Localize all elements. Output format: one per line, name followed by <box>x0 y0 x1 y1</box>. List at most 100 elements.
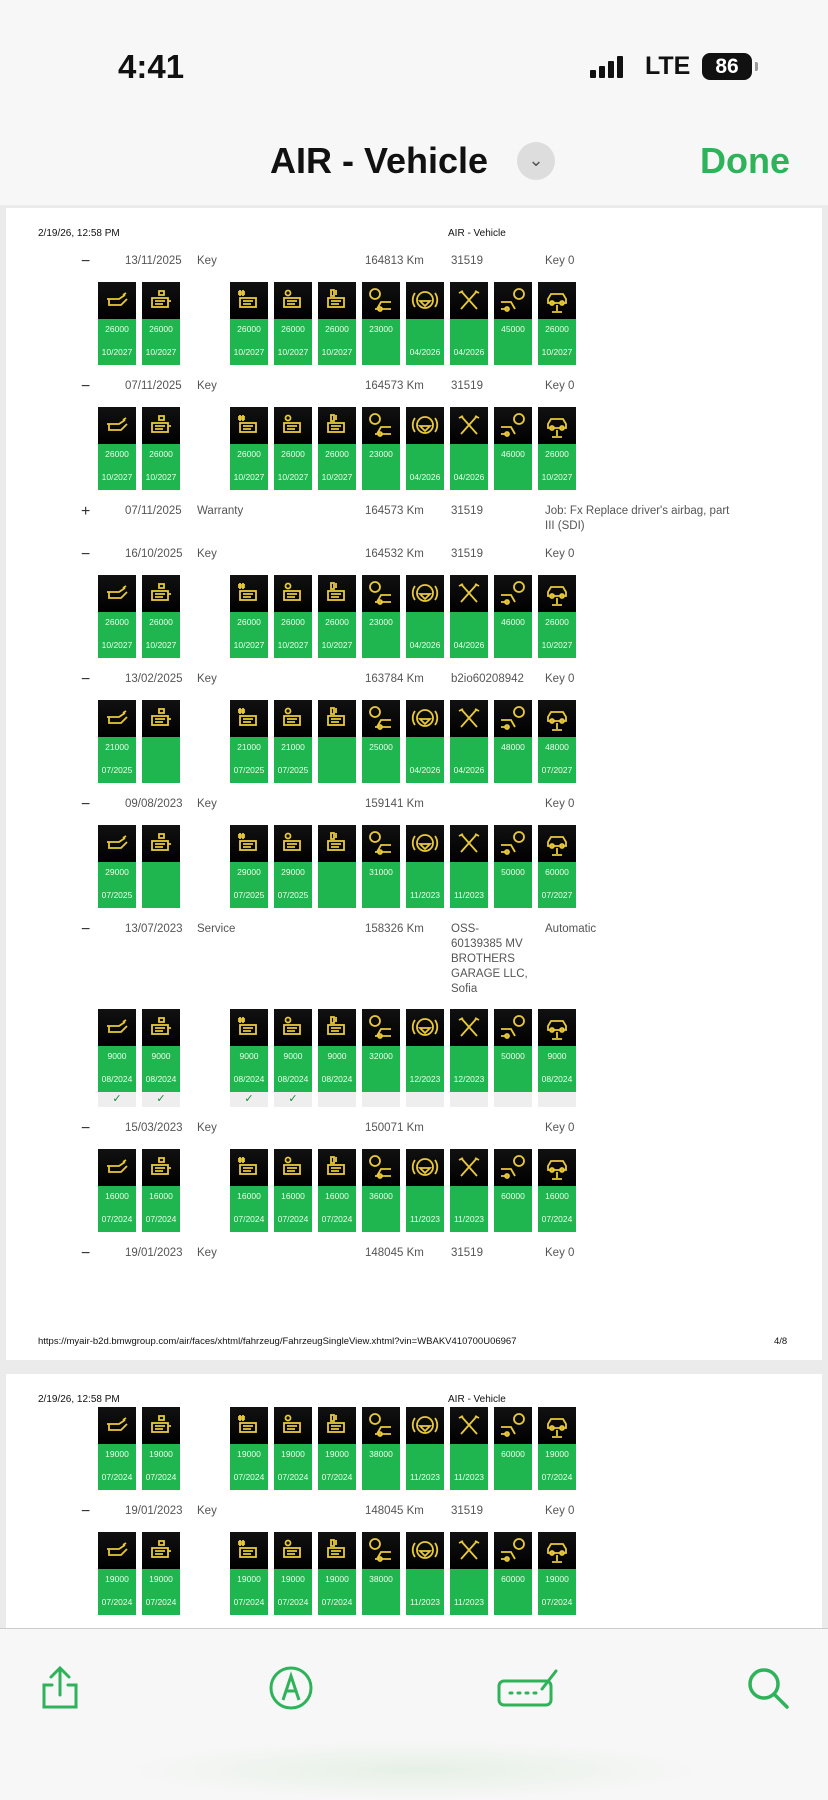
entry-type: Key <box>197 1122 217 1134</box>
tile-date: 10/2027 <box>101 347 133 357</box>
chevron-down-icon[interactable]: ⌄ <box>517 142 555 180</box>
network-type: LTE <box>645 52 691 80</box>
vehicle-lift-icon <box>538 1532 576 1569</box>
tile-km: 29000 <box>237 867 261 877</box>
entry-mileage: 158326 Km <box>365 923 424 935</box>
tile-date: 11/2023 <box>453 1214 485 1224</box>
tile-km: 26000 <box>105 617 129 627</box>
expand-toggle[interactable]: − <box>81 1503 91 1520</box>
service-tile: 04/2026 <box>450 700 488 783</box>
tile-km: 19000 <box>237 1574 261 1584</box>
service-tile: 11/2023 <box>406 1149 444 1232</box>
engine-filter-icon <box>142 1009 180 1046</box>
share-icon[interactable] <box>38 1665 82 1716</box>
tile-date: 07/2025 <box>277 890 309 900</box>
engine-filter-icon <box>142 825 180 862</box>
tile-date: 08/2024 <box>541 1074 573 1084</box>
entry-code: 31519 <box>451 505 483 517</box>
entry-mileage: 150071 Km <box>365 1122 424 1134</box>
service-tile: 21000 07/2025 <box>274 700 312 783</box>
entry-mileage: 163784 Km <box>365 673 424 685</box>
tile-date: 10/2027 <box>233 347 265 357</box>
engine-fuel-icon <box>318 1009 356 1046</box>
service-tile: 21000 07/2025 <box>230 700 268 783</box>
history-list: 19000 07/2024 19000 07/2024 19000 07/2024 1900… <box>6 1407 822 1629</box>
entry-info: Key 0 <box>545 1247 575 1259</box>
tile-km: 19000 <box>325 1449 349 1459</box>
history-entry: − 09/08/2023 Key 159141 Km Key 0 29000 07/2025… <box>6 797 822 908</box>
service-tile: 36000 <box>362 1149 400 1232</box>
oil-can-icon <box>98 1407 136 1444</box>
tile-km: 29000 <box>281 867 305 877</box>
print-title: AIR - Vehicle <box>448 1394 506 1405</box>
expand-toggle[interactable]: − <box>81 546 91 563</box>
expand-toggle[interactable]: − <box>81 1245 91 1262</box>
service-tile: 48000 07/2027 <box>538 700 576 783</box>
tile-km: 50000 <box>501 867 525 877</box>
oil-can-icon <box>98 1532 136 1569</box>
engine-hash-icon <box>230 1532 268 1569</box>
front-brake-icon <box>362 1532 400 1569</box>
service-tile: 46000 <box>494 407 532 490</box>
entry-code: 31519 <box>451 1247 483 1259</box>
tile-km: 9000 <box>327 1051 347 1061</box>
rear-brake-icon <box>494 407 532 444</box>
expand-toggle[interactable]: − <box>81 796 91 813</box>
markup-icon[interactable] <box>268 1665 314 1716</box>
tile-km: 46000 <box>501 449 525 459</box>
tile-km: 23000 <box>369 324 393 334</box>
tile-km: 19000 <box>545 1449 569 1459</box>
tile-date: 07/2025 <box>233 890 265 900</box>
service-tile: 9000 08/2024 <box>318 1009 356 1092</box>
signature-icon[interactable] <box>496 1665 560 1716</box>
entry-info: Key 0 <box>545 673 575 685</box>
expand-toggle[interactable]: − <box>81 253 91 270</box>
service-tools-icon <box>450 1532 488 1569</box>
service-tools-icon <box>450 282 488 319</box>
tile-date: 10/2027 <box>233 640 265 650</box>
entry-type: Key <box>197 548 217 560</box>
engine-cycle-icon <box>274 575 312 612</box>
done-button[interactable]: Done <box>700 140 790 181</box>
tile-km: 21000 <box>281 742 305 752</box>
service-tile: 26000 10/2027 <box>98 407 136 490</box>
service-tiles: 26000 10/2027 26000 10/2027 26000 10/2027 2600… <box>6 407 822 490</box>
service-tile: 60000 07/2027 <box>538 825 576 908</box>
expand-toggle[interactable]: + <box>81 503 91 520</box>
tile-date: 11/2023 <box>453 1472 485 1482</box>
expand-toggle[interactable]: − <box>81 1120 91 1137</box>
tile-km: 19000 <box>281 1574 305 1584</box>
home-indicator <box>120 1740 710 1800</box>
tile-km: 26000 <box>149 324 173 334</box>
service-tile: 19000 07/2024 <box>538 1407 576 1490</box>
service-tile: 46000 <box>494 575 532 658</box>
check-mark-icon: ✓ <box>230 1092 268 1107</box>
expand-toggle[interactable]: − <box>81 921 91 938</box>
expand-toggle[interactable]: − <box>81 671 91 688</box>
tile-date: 04/2026 <box>453 640 485 650</box>
tile-date: 07/2024 <box>541 1472 573 1482</box>
entry-code: 31519 <box>451 380 483 392</box>
service-tile: 21000 07/2025 <box>98 700 136 783</box>
tile-date: 07/2025 <box>101 890 133 900</box>
engine-filter-icon <box>142 700 180 737</box>
document-title[interactable]: AIR - Vehicle <box>270 140 489 181</box>
service-tile: 16000 07/2024 <box>274 1149 312 1232</box>
expand-toggle[interactable]: − <box>81 378 91 395</box>
service-tile <box>142 700 180 783</box>
brake-fluid-icon <box>406 1532 444 1569</box>
service-tools-icon <box>450 1407 488 1444</box>
tile-km: 23000 <box>369 617 393 627</box>
search-icon[interactable] <box>745 1665 791 1716</box>
engine-fuel-icon <box>318 825 356 862</box>
front-brake-icon <box>362 407 400 444</box>
service-tools-icon <box>450 1009 488 1046</box>
brake-fluid-icon <box>406 1009 444 1046</box>
entry-date: 19/01/2023 <box>125 1505 183 1517</box>
service-tile: 19000 07/2024 <box>274 1407 312 1490</box>
entry-type: Warranty <box>197 505 244 517</box>
tile-date: 07/2024 <box>145 1472 177 1482</box>
tile-date: 07/2024 <box>277 1597 309 1607</box>
service-tile: 26000 10/2027 <box>274 575 312 658</box>
tile-km: 26000 <box>281 449 305 459</box>
